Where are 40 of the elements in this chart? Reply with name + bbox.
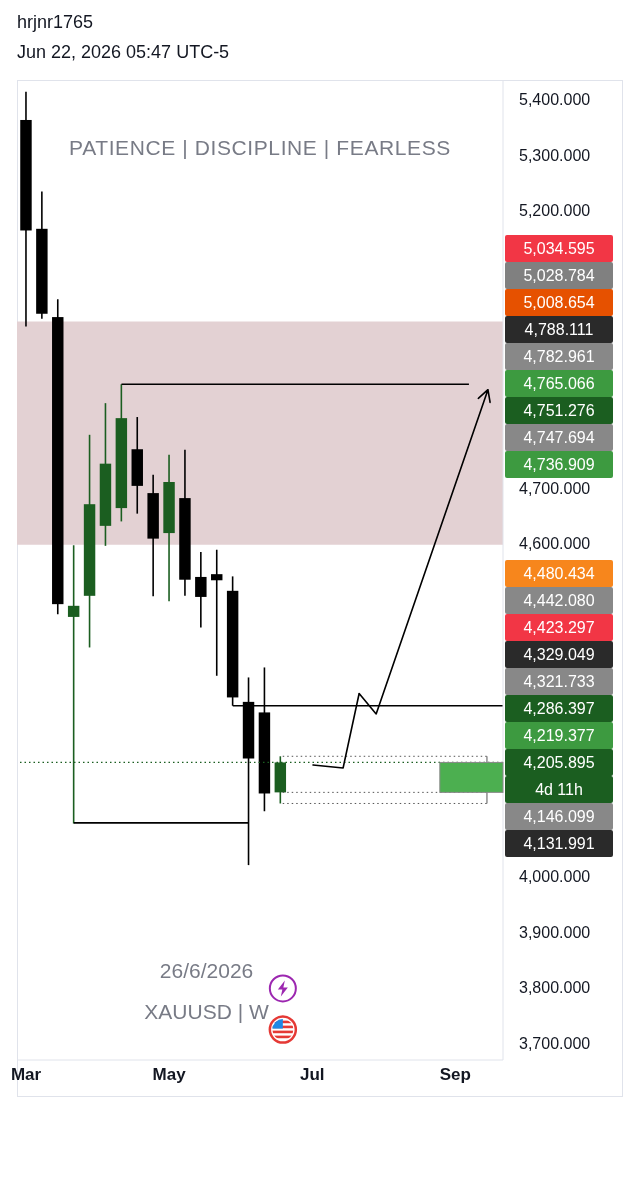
y-tick-label: 5,300.000: [519, 146, 591, 164]
text: PATIENCE | DISCIPLINE | FEARLESS: [69, 136, 451, 160]
text: 4d 11h: [535, 780, 583, 798]
text: 4,751.276: [523, 401, 595, 419]
text: 5,028.784: [523, 266, 595, 284]
y-tick-label: 4,000.000: [519, 868, 591, 886]
text: 4,747.694: [523, 428, 595, 446]
text: hrjnr1765: [17, 12, 94, 33]
x-tick-label: Jul: [299, 1065, 325, 1085]
y-tick-label: 4,600.000: [519, 535, 591, 553]
text: 4,329.049: [523, 645, 595, 663]
text: 4,286.397: [523, 699, 595, 717]
ref-line-label: 4,205.895: [523, 753, 595, 771]
y-tick-label: 5,400.000: [519, 91, 591, 109]
x-tick-label: May: [152, 1065, 187, 1085]
text: 4,736.909: [523, 455, 595, 473]
y-tick-label: 3,800.000: [519, 979, 591, 997]
y-tick-label: 3,700.000: [519, 1035, 591, 1053]
y-tick-label: 5,200.000: [519, 202, 591, 220]
annotation: 26/6/2026: [159, 959, 254, 983]
candlestick: [195, 551, 207, 629]
text: 4,782.961: [523, 347, 595, 365]
x-tick-label: Sep: [439, 1065, 471, 1085]
text: 4,146.099: [523, 807, 595, 825]
text: 4,788.111: [524, 320, 594, 338]
text: 4,765.066: [523, 374, 595, 392]
text: 5,008.654: [523, 293, 595, 311]
text: 4,219.377: [523, 726, 595, 744]
text: Jun 22, 2026 05:47 UTC-5: [17, 42, 230, 63]
annotation: XAUUSD | W: [144, 999, 269, 1023]
text: 4,480.434: [523, 564, 595, 582]
text: 4,442.080: [523, 591, 595, 609]
text: 5,034.595: [523, 239, 595, 257]
text: 4,321.733: [523, 672, 595, 690]
candlestick: [211, 548, 223, 677]
x-tick-label: Mar: [10, 1065, 42, 1085]
y-tick-label: 3,900.000: [519, 923, 591, 941]
y-tick-label: 4,700.000: [519, 479, 591, 497]
text: 4,131.991: [523, 834, 595, 852]
text: 4,423.297: [523, 618, 595, 636]
